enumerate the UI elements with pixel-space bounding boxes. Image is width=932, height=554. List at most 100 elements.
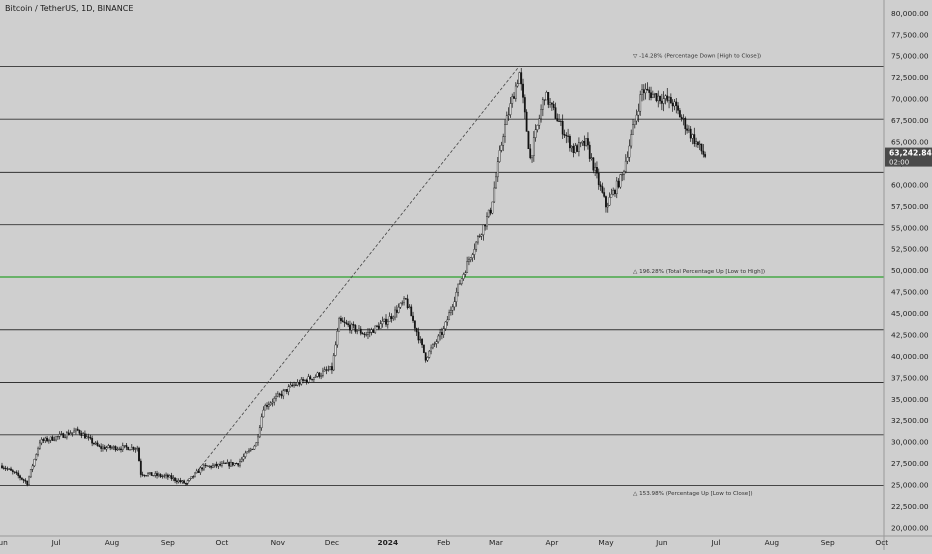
candle[interactable] <box>491 201 494 215</box>
candle[interactable] <box>163 473 166 479</box>
candle[interactable] <box>534 124 537 142</box>
candle[interactable] <box>632 119 634 135</box>
candle[interactable] <box>114 445 117 452</box>
candle[interactable] <box>293 381 295 388</box>
candle[interactable] <box>394 306 396 321</box>
candle[interactable] <box>204 463 207 468</box>
candle[interactable] <box>457 283 460 297</box>
candle[interactable] <box>484 224 487 231</box>
candle[interactable] <box>468 256 470 266</box>
candle[interactable] <box>37 446 39 457</box>
candle[interactable] <box>175 478 178 485</box>
candle[interactable] <box>64 434 67 439</box>
candle[interactable] <box>22 478 25 484</box>
candle[interactable] <box>152 475 155 477</box>
candle[interactable] <box>374 325 377 334</box>
candle[interactable] <box>249 447 252 452</box>
candle[interactable] <box>523 94 526 120</box>
candle[interactable] <box>55 436 57 442</box>
candle[interactable] <box>53 436 56 442</box>
candle[interactable] <box>356 330 359 335</box>
candle[interactable] <box>181 479 184 484</box>
candle[interactable] <box>228 461 231 469</box>
candle[interactable] <box>107 443 110 449</box>
candle[interactable] <box>172 475 175 482</box>
candle[interactable] <box>174 477 176 484</box>
candle[interactable] <box>314 374 317 378</box>
candle[interactable] <box>504 119 506 143</box>
candle[interactable] <box>612 187 615 196</box>
candle[interactable] <box>289 381 292 388</box>
candle[interactable] <box>588 141 591 162</box>
candle[interactable] <box>587 132 589 150</box>
candle[interactable] <box>370 327 373 336</box>
candle[interactable] <box>47 438 50 444</box>
candle[interactable] <box>592 157 595 174</box>
candle[interactable] <box>605 195 607 213</box>
candle[interactable] <box>138 446 140 462</box>
candle[interactable] <box>251 448 254 450</box>
candle[interactable] <box>358 324 360 332</box>
candle[interactable] <box>615 176 618 199</box>
candle[interactable] <box>260 413 263 431</box>
candle[interactable] <box>154 471 157 478</box>
candle[interactable] <box>300 376 303 386</box>
candle[interactable] <box>675 98 678 114</box>
candle[interactable] <box>383 318 386 323</box>
candle[interactable] <box>125 443 128 451</box>
candle[interactable] <box>633 120 636 129</box>
candle[interactable] <box>56 435 59 440</box>
candle[interactable] <box>296 379 299 387</box>
candle[interactable] <box>527 130 530 150</box>
candle[interactable] <box>433 341 436 347</box>
candle[interactable] <box>635 109 638 125</box>
candle[interactable] <box>668 96 670 109</box>
candle[interactable] <box>617 178 620 189</box>
candle[interactable] <box>350 322 353 334</box>
candle[interactable] <box>419 336 422 344</box>
candle[interactable] <box>213 463 216 468</box>
candle[interactable] <box>217 463 220 469</box>
candle[interactable] <box>704 151 707 159</box>
candle[interactable] <box>585 138 588 147</box>
candle[interactable] <box>682 114 685 126</box>
candle[interactable] <box>608 192 611 206</box>
candle[interactable] <box>239 458 241 468</box>
candle[interactable] <box>132 446 135 452</box>
candle[interactable] <box>619 173 622 189</box>
candle[interactable] <box>20 477 23 481</box>
candle[interactable] <box>240 456 243 463</box>
candle[interactable] <box>376 324 378 328</box>
candle[interactable] <box>224 462 227 465</box>
candle[interactable] <box>487 209 490 219</box>
candle[interactable] <box>660 93 663 111</box>
candle[interactable] <box>565 132 568 144</box>
candle[interactable] <box>179 477 182 484</box>
candle[interactable] <box>352 321 355 329</box>
candle[interactable] <box>222 460 225 464</box>
candle[interactable] <box>639 90 642 116</box>
candle[interactable] <box>147 472 149 477</box>
candle[interactable] <box>76 426 79 432</box>
candle[interactable] <box>561 114 564 139</box>
candle[interactable] <box>105 445 108 452</box>
candle[interactable] <box>558 113 560 122</box>
candle[interactable] <box>24 478 27 484</box>
candle[interactable] <box>331 362 333 374</box>
candle[interactable] <box>677 102 679 115</box>
candle[interactable] <box>392 315 395 321</box>
candle[interactable] <box>377 322 380 331</box>
candle[interactable] <box>657 90 660 108</box>
candle[interactable] <box>368 328 371 338</box>
candle[interactable] <box>309 374 312 380</box>
candle[interactable] <box>518 71 521 84</box>
candle[interactable] <box>318 372 321 379</box>
candle[interactable] <box>493 181 496 203</box>
candle[interactable] <box>489 207 492 216</box>
candle[interactable] <box>143 474 146 478</box>
candle[interactable] <box>94 441 97 446</box>
candle[interactable] <box>700 143 703 155</box>
candle[interactable] <box>428 349 431 359</box>
candle[interactable] <box>408 304 411 309</box>
